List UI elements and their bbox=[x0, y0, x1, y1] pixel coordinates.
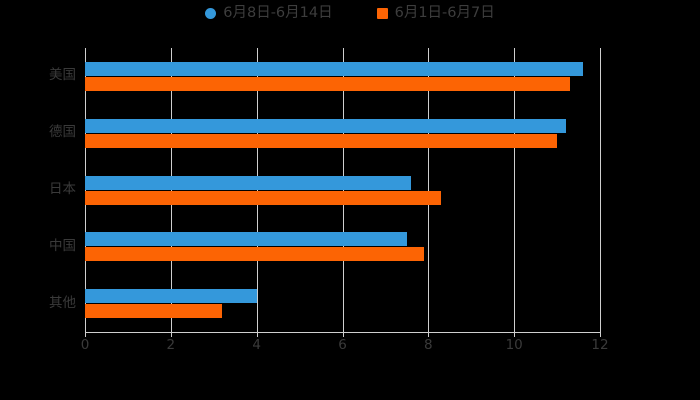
bar-group bbox=[85, 118, 600, 148]
y-category-label: 德国 bbox=[49, 124, 76, 141]
bar[interactable] bbox=[85, 190, 442, 205]
x-tick-label-12: 12 bbox=[591, 337, 609, 353]
legend-item-series-0[interactable]: 6月8日-6月14日 bbox=[205, 5, 333, 21]
x-tick-label-4: 4 bbox=[252, 337, 261, 353]
chart-legend: 6月8日-6月14日 6月1日-6月7日 bbox=[0, 6, 700, 21]
circle-marker-icon bbox=[205, 7, 217, 19]
bar[interactable] bbox=[85, 175, 412, 190]
bar-group bbox=[85, 232, 600, 262]
gridline-10 bbox=[514, 48, 516, 332]
bar[interactable] bbox=[85, 133, 558, 148]
bar[interactable] bbox=[85, 289, 257, 304]
y-category-label: 美国 bbox=[49, 67, 76, 84]
x-tick-label-2: 2 bbox=[166, 337, 176, 353]
gridline-2 bbox=[170, 48, 172, 332]
legend-label-series-0: 6月8日-6月14日 bbox=[223, 5, 333, 21]
y-category-label: 其他 bbox=[49, 294, 76, 311]
x-tick-mark-12 bbox=[600, 332, 601, 337]
x-tick-label-10: 10 bbox=[505, 337, 523, 353]
gridline-6 bbox=[342, 48, 344, 332]
gridline-4 bbox=[256, 48, 258, 332]
x-tick-mark-6 bbox=[342, 332, 344, 337]
gridline-0 bbox=[85, 48, 86, 332]
x-tick-mark-2 bbox=[170, 332, 172, 337]
bar[interactable] bbox=[85, 232, 407, 247]
bar-group bbox=[85, 61, 600, 91]
bar[interactable] bbox=[85, 61, 583, 76]
y-axis-category-labels: 美国德国日本中国其他 bbox=[0, 48, 76, 332]
square-marker-icon bbox=[376, 7, 388, 19]
bar[interactable] bbox=[85, 304, 223, 319]
bar-group bbox=[85, 175, 600, 205]
x-tick-mark-8 bbox=[428, 332, 430, 337]
plot-area bbox=[85, 48, 601, 332]
bar[interactable] bbox=[85, 76, 570, 91]
y-category-label: 日本 bbox=[49, 181, 76, 197]
bar-group bbox=[85, 289, 600, 319]
legend-item-series-1[interactable]: 6月1日-6月7日 bbox=[376, 5, 495, 21]
y-category-label: 中国 bbox=[49, 237, 76, 254]
bar[interactable] bbox=[85, 247, 425, 262]
legend-label-series-1: 6月1日-6月7日 bbox=[394, 5, 495, 21]
x-tick-label-6: 6 bbox=[338, 337, 347, 353]
x-tick-mark-4 bbox=[256, 332, 258, 337]
x-tick-mark-10 bbox=[514, 332, 516, 337]
x-tick-mark-0 bbox=[85, 332, 86, 337]
gridline-8 bbox=[428, 48, 430, 332]
x-tick-label-8: 8 bbox=[424, 337, 433, 353]
gridline-12 bbox=[600, 48, 601, 332]
bar[interactable] bbox=[85, 118, 566, 133]
x-tick-label-0: 0 bbox=[80, 337, 90, 353]
